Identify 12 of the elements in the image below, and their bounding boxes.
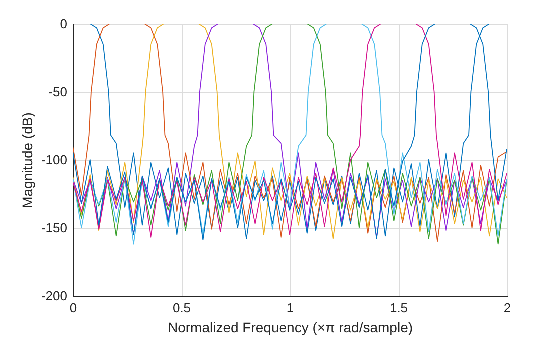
x-tick-label: 1 [286, 300, 294, 316]
y-axis-title: Magnitude (dB) [19, 112, 36, 208]
y-tick-label: -50 [48, 84, 68, 100]
x-tick-label: 0.5 [172, 300, 192, 316]
y-tick-label: 0 [60, 16, 68, 32]
x-tick-label: 0 [70, 300, 78, 316]
y-tick-label: -200 [41, 288, 68, 304]
x-tick-label: 1.5 [390, 300, 408, 316]
y-tick-label: -100 [41, 152, 68, 168]
x-tick-label: 2 [504, 300, 512, 316]
y-tick-label: -150 [41, 220, 68, 236]
x-axis-title: Normalized Frequency (×π rad/sample) [168, 320, 414, 336]
